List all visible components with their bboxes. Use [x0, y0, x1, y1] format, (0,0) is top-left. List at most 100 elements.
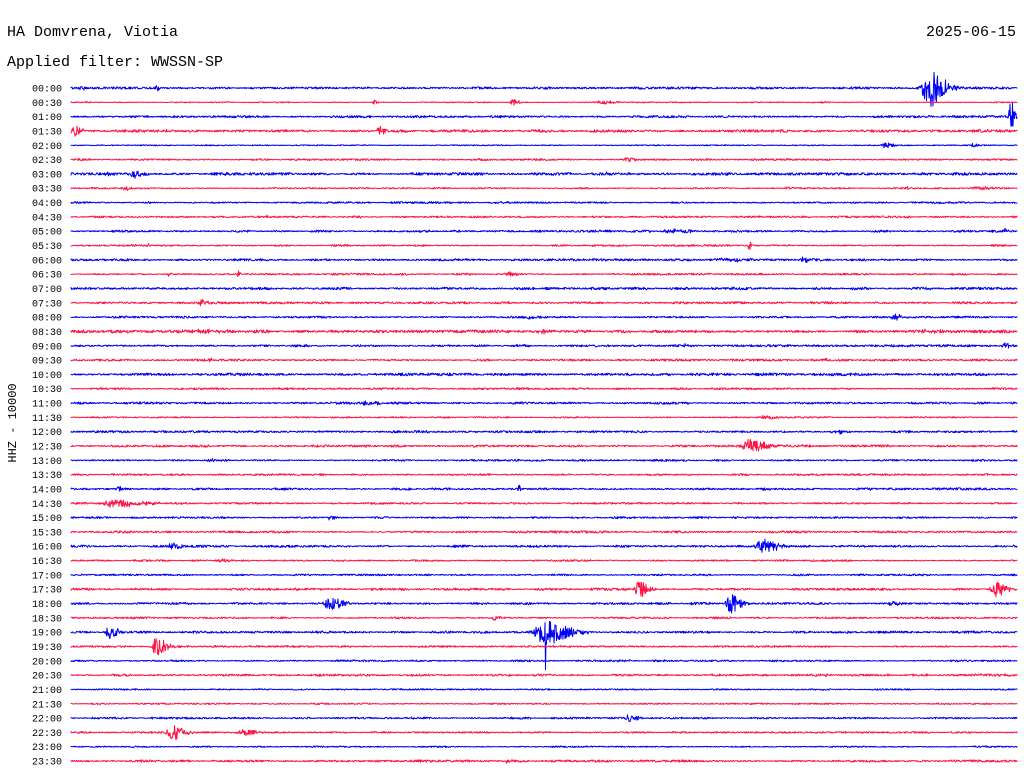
- time-label: 21:30: [32, 700, 62, 711]
- seismic-trace-1800: [70, 594, 1018, 614]
- time-label: 11:00: [32, 400, 62, 411]
- seismic-trace-1400: [70, 484, 1018, 492]
- seismic-trace-0700: [70, 286, 1018, 291]
- seismic-trace-0830: [70, 328, 1018, 335]
- seismic-trace-0330: [70, 185, 1018, 191]
- time-label: 17:00: [32, 571, 62, 582]
- time-label: 06:00: [32, 256, 62, 267]
- time-label: 08:30: [32, 328, 62, 339]
- seismic-trace-0130: [70, 125, 1018, 137]
- time-label: 00:00: [32, 85, 62, 96]
- time-label: 07:30: [32, 299, 62, 310]
- seismic-trace-1330: [70, 473, 1018, 477]
- seismic-trace-2130: [70, 702, 1018, 706]
- time-label: 22:00: [32, 715, 62, 726]
- seismic-trace-0730: [70, 298, 1018, 307]
- seismic-trace-1300: [70, 458, 1018, 463]
- time-label: 13:30: [32, 471, 62, 482]
- seismic-trace-1930: [70, 638, 1018, 656]
- seismic-trace-1700: [70, 573, 1018, 577]
- time-label: 10:00: [32, 371, 62, 382]
- time-label: 03:00: [32, 170, 62, 181]
- seismic-trace-0930: [70, 357, 1018, 363]
- seismic-traces: [70, 71, 1018, 764]
- time-label: 02:30: [32, 156, 62, 167]
- seismic-trace-1100: [70, 400, 1018, 406]
- seismic-trace-0000: [70, 71, 1018, 107]
- time-label: 15:00: [32, 514, 62, 525]
- seismic-trace-1030: [70, 387, 1018, 391]
- seismic-trace-0230: [70, 157, 1018, 163]
- time-label: 19:00: [32, 629, 62, 640]
- seismic-trace-1730: [70, 581, 1018, 598]
- seismic-trace-1130: [70, 414, 1018, 420]
- seismic-trace-0300: [70, 170, 1018, 179]
- seismic-trace-2300: [70, 745, 1018, 749]
- time-label: 18:30: [32, 614, 62, 625]
- time-label: 22:30: [32, 729, 62, 740]
- time-label: 20:30: [32, 672, 62, 683]
- seismic-trace-1830: [70, 615, 1018, 621]
- seismic-trace-2030: [70, 673, 1018, 677]
- time-label: 10:30: [32, 385, 62, 396]
- time-label: 19:30: [32, 643, 62, 654]
- seismic-trace-2330: [70, 758, 1018, 764]
- record-date: 2025-06-15: [926, 24, 1016, 41]
- time-label: 08:00: [32, 314, 62, 325]
- time-label: 02:00: [32, 142, 62, 153]
- time-axis-labels: 00:00 00:30 01:00 01:30 02:00 02:30 03:00 03:30…: [32, 85, 62, 769]
- time-label: 14:00: [32, 485, 62, 496]
- time-label: 18:00: [32, 600, 62, 611]
- seismic-trace-1600: [70, 538, 1018, 553]
- seismic-trace-0530: [70, 241, 1018, 250]
- seismic-trace-1630: [70, 558, 1018, 563]
- seismic-trace-0400: [70, 201, 1018, 205]
- seismic-trace-1530: [70, 530, 1018, 534]
- time-label: 05:00: [32, 228, 62, 239]
- time-label: 03:30: [32, 185, 62, 196]
- time-label: 21:00: [32, 686, 62, 697]
- seismic-trace-0900: [70, 342, 1018, 349]
- time-label: 01:30: [32, 127, 62, 138]
- seismic-trace-0430: [70, 214, 1018, 219]
- time-label: 16:30: [32, 557, 62, 568]
- seismic-trace-2200: [70, 714, 1018, 723]
- seismic-trace-0600: [70, 256, 1018, 263]
- seismic-trace-1200: [70, 429, 1018, 435]
- seismic-trace-2100: [70, 688, 1018, 691]
- time-label: 23:00: [32, 743, 62, 754]
- time-label: 17:30: [32, 586, 62, 597]
- seismic-trace-1430: [70, 499, 1018, 508]
- time-label: 12:30: [32, 443, 62, 454]
- seismic-trace-2000: [70, 659, 1018, 663]
- time-label: 09:30: [32, 357, 62, 368]
- channel-scale-label: HHZ - 10000: [6, 383, 20, 462]
- time-label: 09:00: [32, 342, 62, 353]
- seismic-trace-0100: [70, 102, 1018, 127]
- time-label: 11:30: [32, 414, 62, 425]
- time-label: 01:00: [32, 113, 62, 124]
- time-label: 07:00: [32, 285, 62, 296]
- time-label: 06:30: [32, 271, 62, 282]
- seismic-trace-0630: [70, 270, 1018, 278]
- time-label: 15:30: [32, 528, 62, 539]
- seismic-trace-1230: [70, 438, 1018, 452]
- time-label: 23:30: [32, 758, 62, 769]
- seismic-trace-0200: [70, 142, 1018, 149]
- time-label: 05:30: [32, 242, 62, 253]
- seismic-trace-1500: [70, 515, 1018, 521]
- seismic-trace-1900: [70, 620, 1018, 671]
- time-label: 16:00: [32, 543, 62, 554]
- time-label: 14:30: [32, 500, 62, 511]
- seismic-trace-0800: [70, 313, 1018, 321]
- seismic-trace-0030: [70, 99, 1018, 106]
- seismic-trace-1000: [70, 372, 1018, 377]
- station-title: HA Domvrena, Viotia: [7, 24, 178, 41]
- filter-label: Applied filter: WWSSN-SP: [7, 54, 223, 71]
- time-label: 00:30: [32, 99, 62, 110]
- time-label: 20:00: [32, 657, 62, 668]
- time-label: 12:00: [32, 428, 62, 439]
- time-label: 04:00: [32, 199, 62, 210]
- time-label: 13:00: [32, 457, 62, 468]
